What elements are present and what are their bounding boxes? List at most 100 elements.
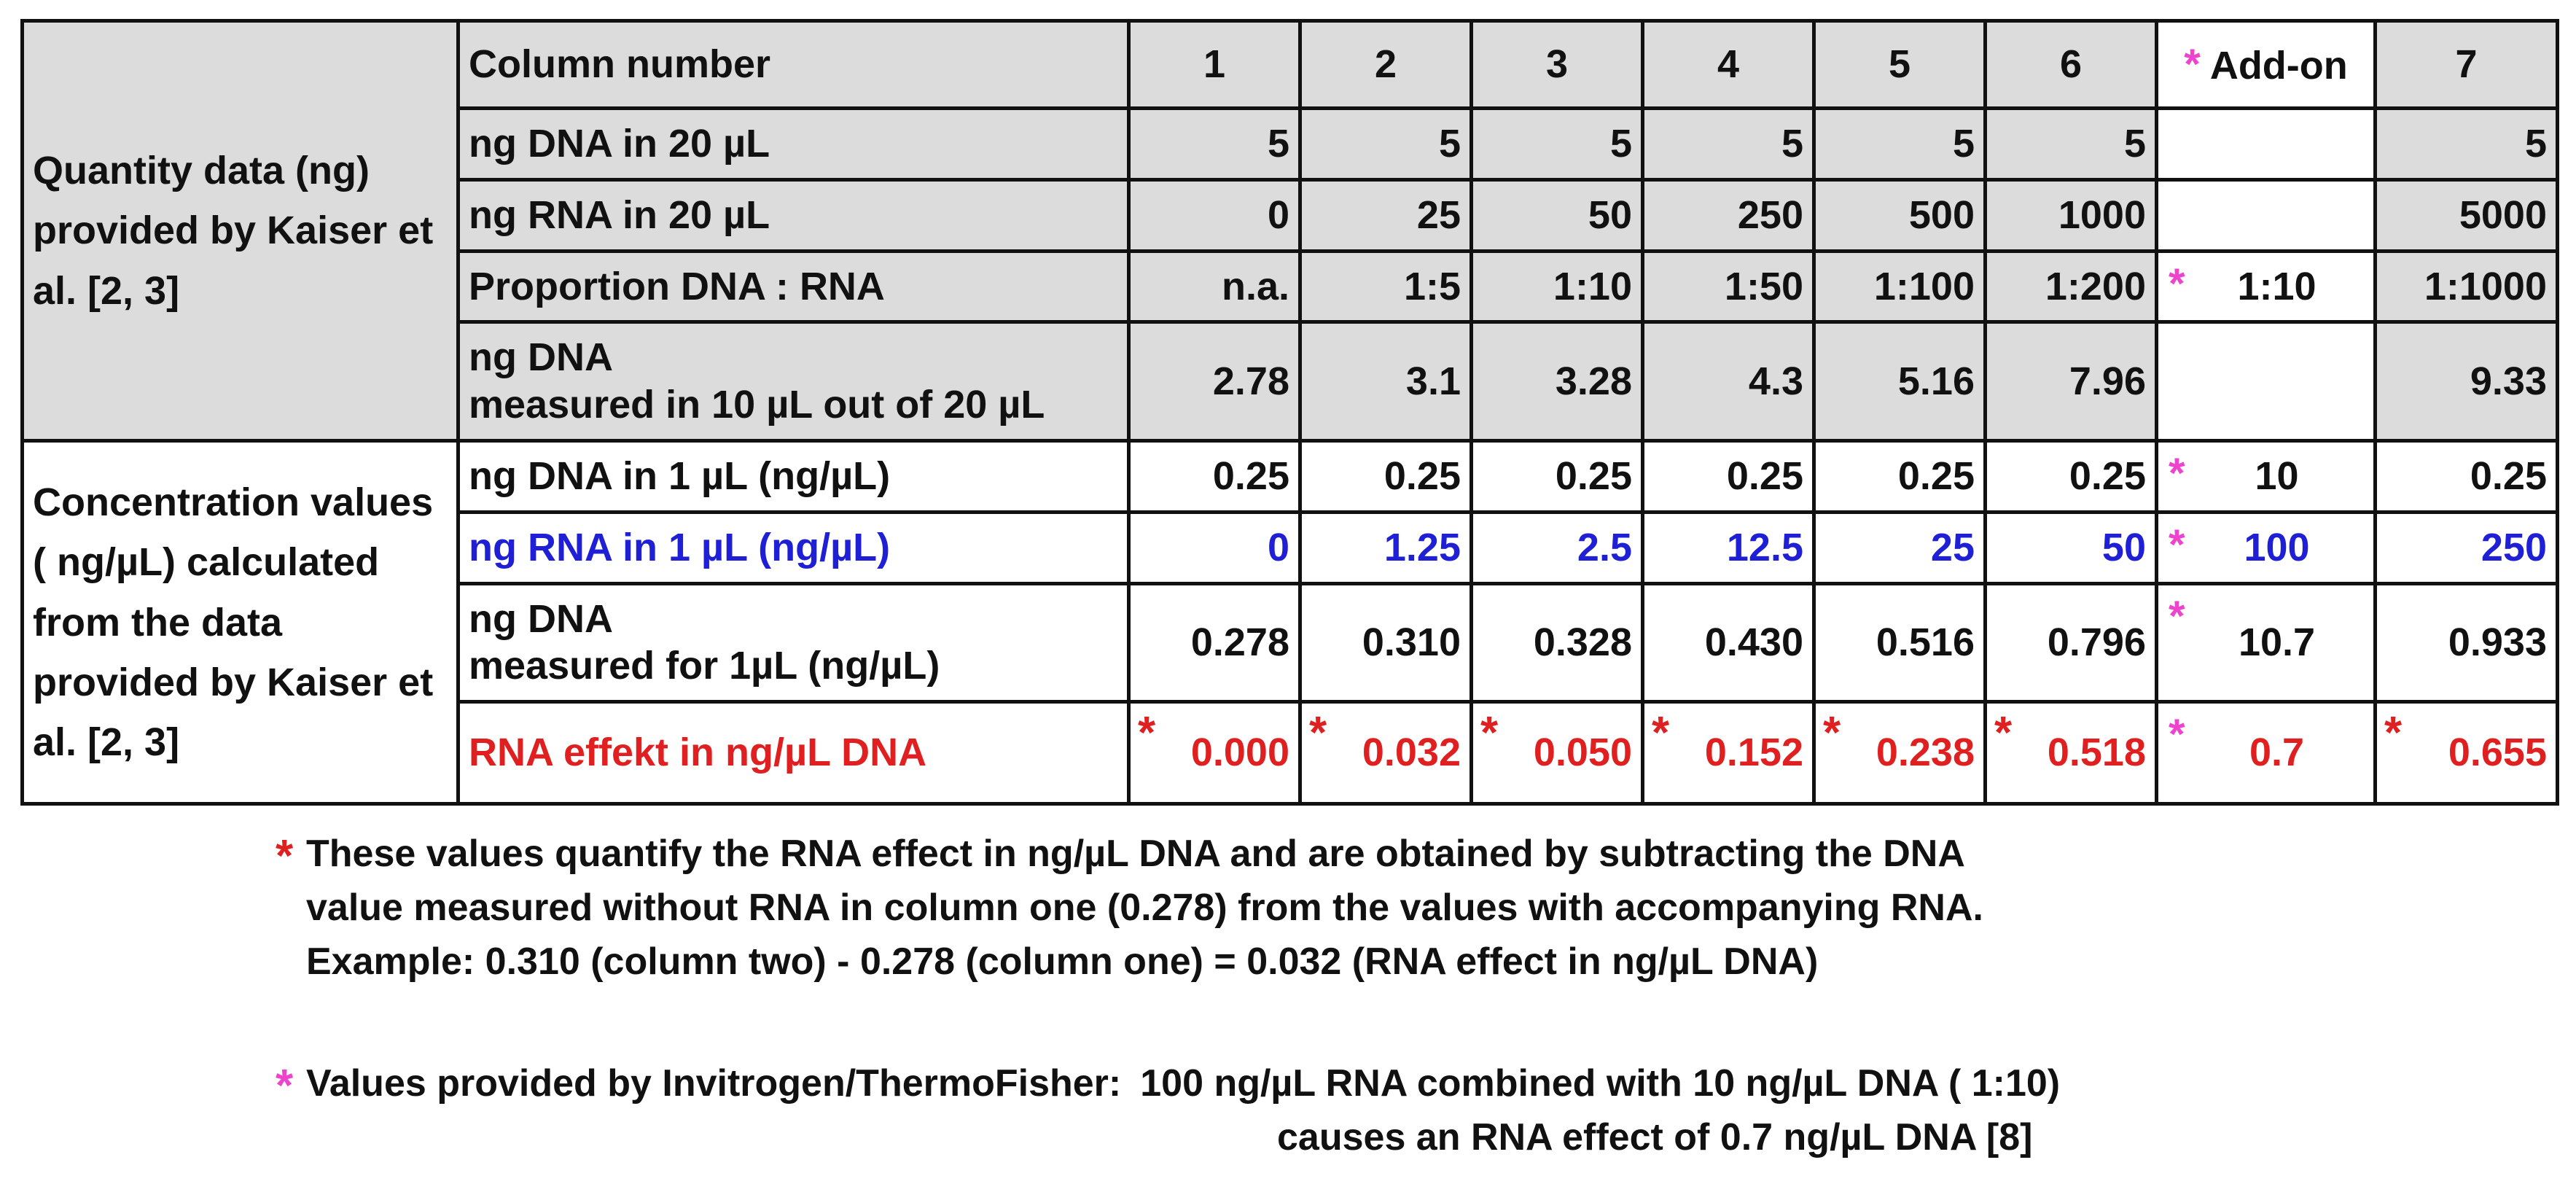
cell: 0.25 [1641, 438, 1816, 514]
cell: 50 [1983, 510, 2158, 585]
cell: 5.16 [1812, 320, 1987, 443]
row-label: RNA effekt in ng/µL DNA [456, 700, 1131, 806]
red-star: * [1480, 708, 1499, 759]
magenta-star: * [2169, 449, 2185, 497]
cell: * 0.518 [1983, 700, 2158, 806]
magenta-star: * [2169, 592, 2185, 640]
row-proportion: Proportion DNA : RNA n.a. 1:5 1:10 1:50 … [23, 249, 2559, 324]
magenta-star: * [2169, 521, 2185, 569]
cell: 0.25 [1298, 438, 1473, 514]
cell: 0.430 [1641, 581, 1816, 704]
cell: 50 [1470, 177, 1644, 253]
cell: 7.96 [1983, 320, 2158, 443]
magenta-star: * [2169, 711, 2185, 759]
cell: 0.328 [1470, 581, 1644, 704]
cell: 5000 [2373, 177, 2559, 253]
cell: 2.78 [1127, 320, 1302, 443]
red-star: * [276, 831, 294, 881]
section-concentration-label: Concentration values ( ng/µL) calculated… [20, 438, 460, 806]
row-rna-1: ng RNA in 1 µL (ng/µL) 0 1.25 2.5 12.5 2… [23, 510, 2559, 585]
cell: 0.25 [1127, 438, 1302, 514]
addon-cell [2155, 106, 2377, 182]
cell: * 0.152 [1641, 700, 1816, 806]
col-header-6: 6 [1983, 19, 2158, 110]
cell: 0.25 [1983, 438, 2158, 514]
row-label: ng RNA in 20 µL [456, 177, 1131, 253]
section-quantity-label: Quantity data (ng) provided by Kaiser et… [20, 19, 460, 443]
cell: 5 [2373, 106, 2559, 182]
cell: 5 [1812, 106, 1987, 182]
row-rna-20: ng RNA in 20 µL 0 25 50 250 500 1000 500… [23, 177, 2559, 253]
row-label: ng DNA in 20 µL [456, 106, 1131, 182]
footnote-line: value measured without RNA in column one… [306, 886, 1983, 929]
row-rna-effect: RNA effekt in ng/µL DNA * 0.000 * 0.032 * 0… [23, 700, 2559, 806]
cell: 1:50 [1641, 249, 1816, 324]
cell: 0 [1127, 510, 1302, 585]
cell: 5 [1298, 106, 1473, 182]
data-table: Quantity data (ng) provided by Kaiser et… [20, 19, 2559, 806]
cell: 1:5 [1298, 249, 1473, 324]
magenta-star: * [2184, 40, 2201, 88]
cell: * 0.032 [1298, 700, 1473, 806]
cell: 2.5 [1470, 510, 1644, 585]
cell: 0.278 [1127, 581, 1302, 704]
addon-cell: * 100 [2155, 510, 2377, 585]
cell: 0.933 [2373, 581, 2559, 704]
cell: 500 [1812, 177, 1987, 253]
cell: 0.310 [1298, 581, 1473, 704]
column-number-label: Column number [456, 19, 1131, 110]
cell: 3.1 [1298, 320, 1473, 443]
cell: 0.25 [1470, 438, 1644, 514]
row-label: ng DNA in 1 µL (ng/µL) [456, 438, 1131, 514]
cell: 0.796 [1983, 581, 2158, 704]
cell: 9.33 [2373, 320, 2559, 443]
addon-cell: * 0.7 [2155, 700, 2377, 806]
red-star: * [1994, 708, 2013, 759]
cell: n.a. [1127, 249, 1302, 324]
addon-label: Add-on [2209, 43, 2348, 87]
red-star: * [1652, 708, 1670, 759]
cell: 5 [1127, 106, 1302, 182]
col-header-3: 3 [1470, 19, 1644, 110]
cell: 1:1000 [2373, 249, 2559, 324]
cell: 250 [2373, 510, 2559, 585]
cell: * 0.655 [2373, 700, 2559, 806]
footnote-line: causes an RNA effect of 0.7 ng/µL DNA [8… [1277, 1115, 2033, 1158]
cell: 5 [1470, 106, 1644, 182]
cell: 1000 [1983, 177, 2158, 253]
col-header-1: 1 [1127, 19, 1302, 110]
row-label: ng DNA measured in 10 µL out of 20 µL [456, 320, 1131, 443]
row-dna-measured-10: ng DNA measured in 10 µL out of 20 µL 2.7… [23, 320, 2559, 443]
cell: 5 [1641, 106, 1816, 182]
cell: 1.25 [1298, 510, 1473, 585]
red-star: * [2384, 708, 2403, 759]
col-header-5: 5 [1812, 19, 1987, 110]
row-dna-20: ng DNA in 20 µL 5 5 5 5 5 5 5 [23, 106, 2559, 182]
cell: 1:100 [1812, 249, 1987, 324]
cell: 5 [1983, 106, 2158, 182]
red-star: * [1138, 708, 1156, 759]
cell: 3.28 [1470, 320, 1644, 443]
cell: 0.25 [1812, 438, 1987, 514]
cell: 1:200 [1983, 249, 2158, 324]
row-label: Proportion DNA : RNA [456, 249, 1131, 324]
magenta-star: * [2169, 260, 2185, 308]
cell: 25 [1298, 177, 1473, 253]
footnote-line: These values quantify the RNA effect in … [306, 833, 1965, 875]
col-header-2: 2 [1298, 19, 1473, 110]
cell: 25 [1812, 510, 1987, 585]
cell: 0.516 [1812, 581, 1987, 704]
row-dna-1: Concentration values ( ng/µL) calculated… [20, 438, 2559, 806]
col-header-addon: * Add-on [2155, 19, 2377, 110]
addon-cell: * 10.7 [2155, 581, 2377, 704]
cell: 4.3 [1641, 320, 1816, 443]
footnote-red: * These values quantify the RNA effect i… [276, 827, 1983, 989]
addon-cell [2155, 320, 2377, 443]
cell: 1:10 [1470, 249, 1644, 324]
magenta-star: * [276, 1061, 294, 1111]
cell: * 0.000 [1127, 700, 1302, 806]
cell: * 0.238 [1812, 700, 1987, 806]
cell: 250 [1641, 177, 1816, 253]
header-row: Quantity data (ng) provided by Kaiser et… [20, 19, 2559, 443]
cell: * 0.050 [1470, 700, 1644, 806]
